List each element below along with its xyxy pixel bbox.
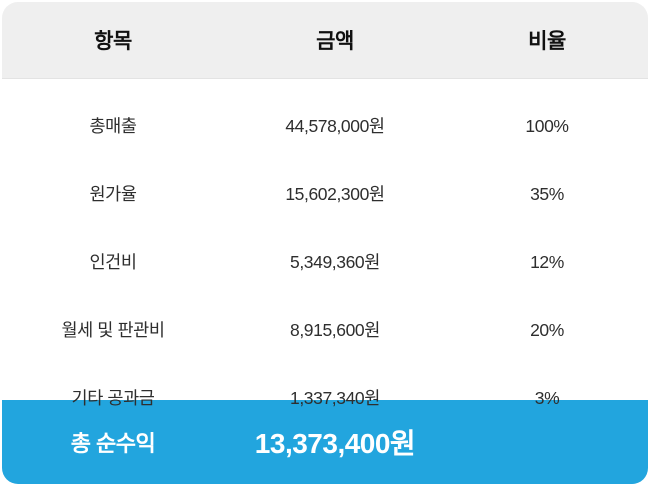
- column-header-item: 항목: [94, 30, 132, 53]
- cell-item: 월세 및 판관비: [61, 319, 165, 340]
- cell-amount: 8,915,600원: [290, 319, 380, 340]
- cell-item: 총매출: [89, 115, 137, 136]
- cell-amount: 1,337,340원: [290, 387, 380, 408]
- table-header-row: 항목 금액 비율: [2, 2, 648, 79]
- table-row: 원가율 15,602,300원 35%: [2, 165, 648, 223]
- cell-item: 원가율: [89, 183, 137, 204]
- cell-amount: 44,578,000원: [285, 115, 385, 136]
- table-row: 인건비 5,349,360원 12%: [2, 233, 648, 291]
- column-header-ratio: 비율: [528, 30, 566, 53]
- column-header-amount: 금액: [316, 30, 354, 53]
- table-body: 총매출 44,578,000원 100% 원가율 15,602,300원 35%…: [2, 79, 648, 408]
- cell-ratio: 35%: [530, 183, 564, 204]
- cell-ratio: 100%: [525, 115, 569, 136]
- total-value: 13,373,400원: [254, 428, 416, 459]
- table-row: 월세 및 판관비 8,915,600원 20%: [2, 301, 648, 359]
- cell-ratio: 20%: [530, 319, 564, 340]
- cell-amount: 5,349,360원: [290, 251, 380, 272]
- cell-amount: 15,602,300원: [285, 183, 385, 204]
- cell-item: 인건비: [89, 251, 137, 272]
- cell-ratio: 12%: [530, 251, 564, 272]
- table-row: 총매출 44,578,000원 100%: [2, 97, 648, 155]
- total-label: 총 순수익: [70, 431, 156, 456]
- cell-item: 기타 공과금: [71, 387, 155, 408]
- table-row: 기타 공과금 1,337,340원 3%: [2, 369, 648, 427]
- table-footer-total: 총 순수익 13,373,400원: [2, 400, 648, 484]
- cell-ratio: 3%: [534, 387, 560, 408]
